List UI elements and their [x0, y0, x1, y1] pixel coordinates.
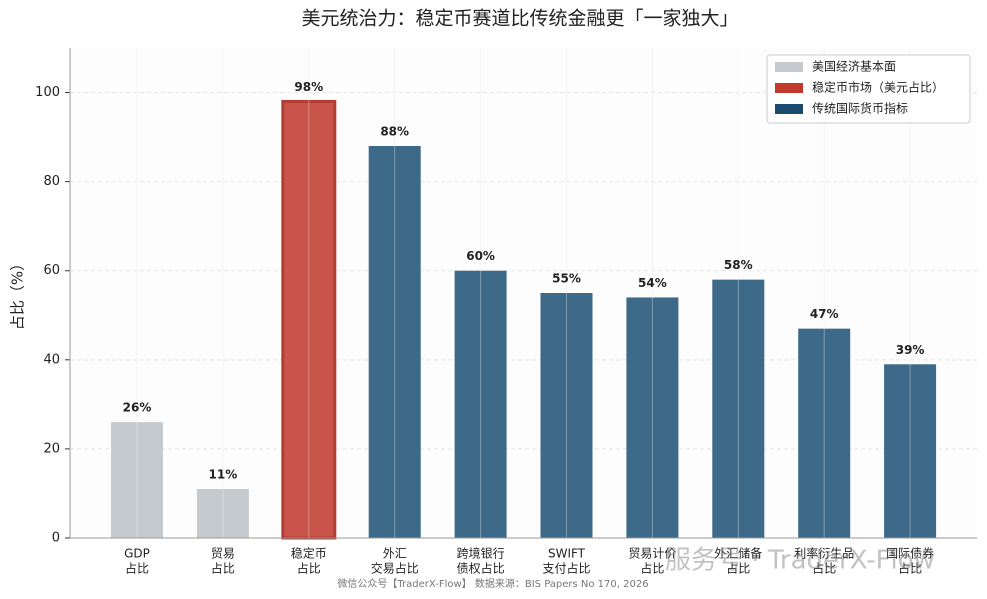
y-axis-label: 占比（%）	[9, 256, 27, 330]
bar	[626, 297, 679, 538]
x-tick-label: 占比	[640, 561, 664, 576]
value-label: 39%	[896, 343, 925, 357]
y-tick-label: 100	[35, 85, 60, 100]
x-tick-label: 占比	[726, 561, 750, 576]
value-label: 58%	[724, 258, 753, 272]
x-tick-label: 占比	[125, 561, 149, 576]
x-tick-label: 占比	[812, 561, 836, 576]
y-tick-label: 20	[43, 441, 60, 456]
value-label: 88%	[380, 125, 409, 139]
y-tick-label: 80	[43, 174, 60, 189]
legend-swatch	[775, 83, 803, 93]
x-tick-label: 外汇储备	[714, 546, 762, 561]
legend-swatch	[775, 104, 803, 114]
y-tick-label: 60	[43, 263, 60, 278]
x-tick-label: GDP	[124, 547, 150, 561]
y-tick-label: 0	[52, 531, 60, 546]
x-tick-label: 外汇	[383, 547, 407, 561]
bar	[111, 422, 163, 538]
x-tick-label: 债权占比	[457, 561, 505, 576]
value-label: 47%	[810, 307, 839, 321]
x-tick-label: 稳定币	[291, 546, 327, 561]
legend-label: 美国经济基本面	[812, 59, 896, 74]
value-label: 54%	[638, 276, 667, 290]
bar	[540, 293, 593, 538]
legend-label: 稳定币市场（美元占比）	[812, 80, 944, 95]
bar	[454, 270, 507, 538]
x-tick-label: 占比	[297, 561, 321, 576]
y-tick-label: 40	[43, 352, 60, 367]
value-label: 11%	[209, 468, 238, 482]
x-tick-label: 贸易	[211, 547, 235, 561]
value-label: 98%	[294, 80, 323, 94]
value-label: 26%	[123, 401, 152, 415]
x-tick-label: 利率衍生品	[794, 546, 854, 561]
value-label: 60%	[466, 249, 495, 263]
bar	[798, 328, 851, 538]
x-tick-label: 占比	[211, 561, 235, 576]
bar	[368, 146, 421, 538]
bar	[884, 364, 937, 538]
value-label: 55%	[552, 272, 581, 286]
watermark: 服务号 · TraderX-Flow	[665, 546, 935, 576]
x-tick-label: 交易占比	[371, 561, 419, 576]
bar	[712, 279, 765, 538]
x-tick-label: 国际债券	[886, 546, 934, 561]
bar	[196, 489, 249, 538]
legend-label: 传统国际货币指标	[812, 101, 908, 116]
x-tick-label: 支付占比	[542, 561, 590, 576]
legend-box	[766, 54, 971, 124]
x-tick-label: 跨境银行	[457, 546, 505, 561]
chart-title: 美元统治力：稳定币赛道比传统金融更「一家独大」	[301, 8, 738, 30]
legend-swatch	[775, 62, 803, 72]
footnote: 微信公众号【TraderX-Flow】 数据来源：BIS Papers No 1…	[337, 577, 648, 590]
x-tick-label: 贸易计价	[628, 547, 676, 561]
x-tick-label: 占比	[898, 561, 922, 576]
x-tick-label: SWIFT	[548, 547, 586, 561]
